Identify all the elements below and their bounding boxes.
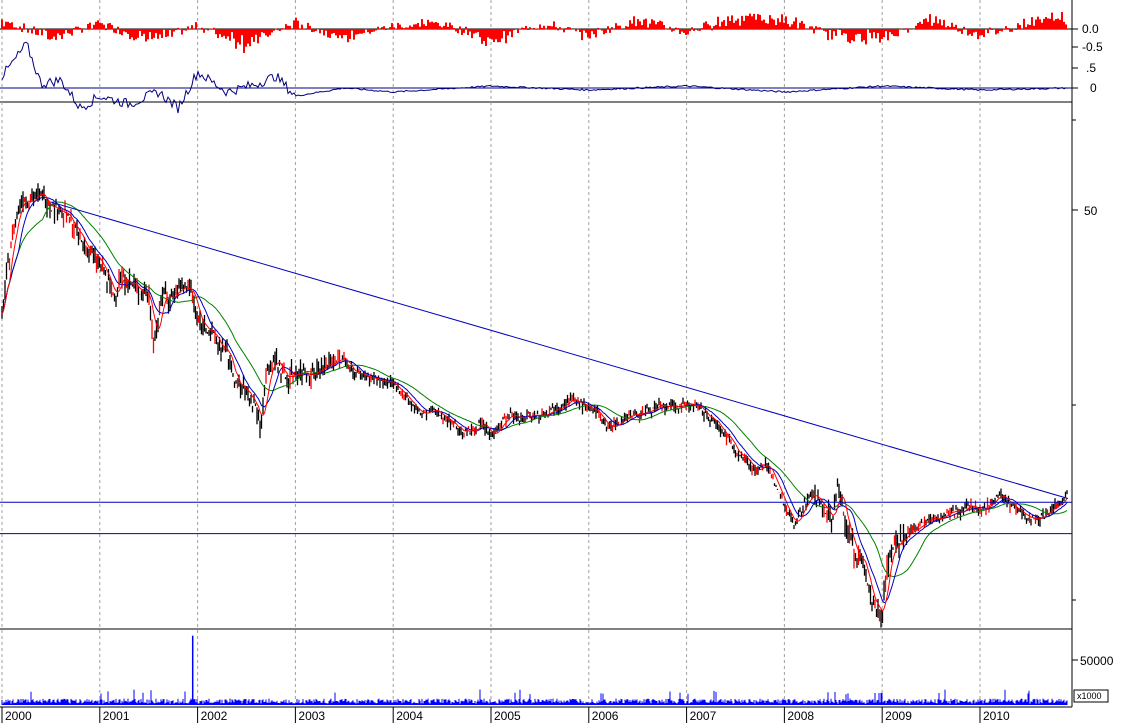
x-tick-label: 2007 — [690, 709, 717, 723]
x-tick-label: 2001 — [103, 709, 130, 723]
price-minor-ticks — [1072, 119, 1076, 601]
volume-unit-label: x1000 — [1077, 691, 1102, 701]
second-indicator-line — [1, 41, 1069, 114]
volume-tick: 50000 — [1072, 654, 1114, 668]
x-tick-label: 2003 — [298, 709, 325, 723]
x-tick-label: 2010 — [983, 709, 1010, 723]
x-tick-label: 2009 — [885, 709, 912, 723]
top-indicator-tick-label: -0.5 — [1082, 40, 1103, 54]
panel-frames — [0, 0, 1073, 708]
moving-average-long — [1, 201, 1068, 578]
top-indicator-tick: 0.0 — [1072, 22, 1099, 36]
second-indicator-tick: 0 — [1072, 81, 1097, 95]
x-axis: 2000 2001 2002 2003 2004 2005 2006 2007 2008 2009… — [1, 707, 1010, 723]
price-panel: 50 — [0, 119, 1098, 628]
price-tick-label: 50 — [1084, 204, 1098, 218]
top-indicator-tick: -0.5 — [1072, 40, 1103, 54]
moving-average-short — [1, 193, 1068, 612]
top-indicator-tick-label: 0.0 — [1082, 22, 1099, 36]
second-indicator-tick-label: 0 — [1090, 81, 1097, 95]
vertical-gridlines — [1, 0, 981, 707]
x-tick-label: 2005 — [494, 709, 521, 723]
second-indicator-tick-label: .5 — [1086, 61, 1096, 75]
x-tick-label: 2004 — [396, 709, 423, 723]
x-tick-label: 2006 — [592, 709, 619, 723]
descending-trendline — [50, 201, 1069, 499]
top-indicator-panel: 0.0 -0.5 — [0, 12, 1103, 54]
volume-tick-label: 50000 — [1080, 654, 1114, 668]
top-indicator-histogram — [1, 12, 1067, 53]
second-indicator-tick: .5 — [1072, 61, 1096, 75]
volume-unit-box: x1000 — [1073, 689, 1109, 703]
volume-bars — [1, 635, 1068, 705]
x-tick-label: 2002 — [201, 709, 228, 723]
moving-average-mid — [1, 196, 1068, 604]
x-tick-label: 2008 — [787, 709, 814, 723]
price-tick: 50 — [1072, 204, 1098, 218]
x-tick-label: 2000 — [5, 709, 32, 723]
second-indicator-panel: .5 0 — [0, 41, 1097, 114]
volume-panel: 50000 x1000 — [1, 635, 1114, 705]
